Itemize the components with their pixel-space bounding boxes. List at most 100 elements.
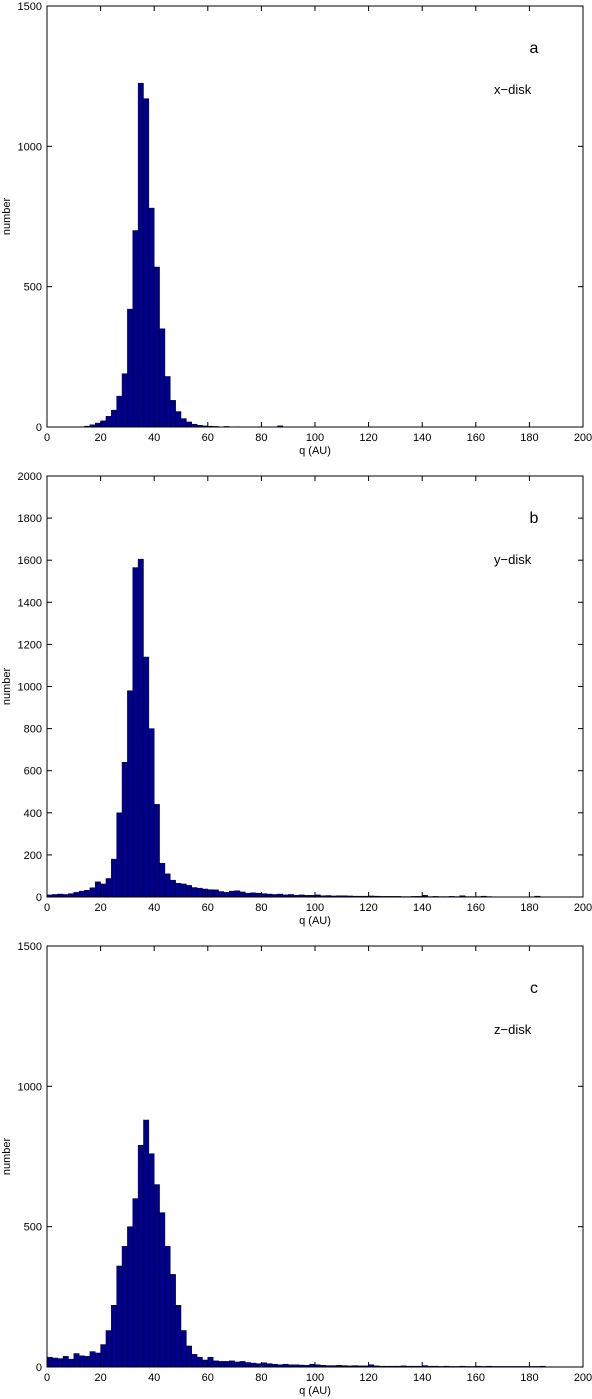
bar bbox=[68, 893, 75, 898]
bar bbox=[191, 887, 198, 898]
bar bbox=[153, 266, 160, 428]
bar bbox=[170, 1274, 176, 1368]
bar bbox=[223, 892, 230, 898]
panel-letter: a bbox=[530, 40, 539, 57]
bar bbox=[218, 891, 225, 898]
panel-annotation: y−disk bbox=[494, 552, 532, 567]
x-tick-label: 160 bbox=[467, 1372, 485, 1384]
bar bbox=[137, 1145, 144, 1368]
x-axis-title: q (AU) bbox=[299, 445, 331, 457]
bar bbox=[170, 400, 176, 428]
y-axis-title: number bbox=[1, 198, 13, 236]
bar bbox=[261, 893, 268, 898]
bar bbox=[105, 1330, 112, 1368]
bar bbox=[234, 1361, 241, 1368]
x-tick-label: 60 bbox=[202, 1372, 214, 1384]
bar bbox=[46, 1356, 53, 1368]
x-tick-label: 60 bbox=[202, 432, 214, 444]
bar bbox=[255, 892, 262, 898]
y-tick-label: 1200 bbox=[18, 639, 42, 651]
bar bbox=[132, 230, 139, 428]
bar bbox=[148, 728, 155, 898]
bar bbox=[245, 892, 251, 898]
bar bbox=[52, 1357, 58, 1368]
panel-b: 0 20 40 60 80 100 120 140 160 180 2000200400600800… bbox=[1, 471, 592, 927]
bar bbox=[223, 1361, 230, 1368]
bar bbox=[132, 567, 139, 898]
bar bbox=[153, 804, 160, 898]
y-tick-label: 800 bbox=[24, 724, 42, 736]
y-tick-label: 1500 bbox=[18, 941, 42, 953]
bar bbox=[180, 883, 187, 898]
bar bbox=[111, 1305, 117, 1368]
bar bbox=[228, 1360, 235, 1368]
panel-a: 0 20 40 60 80 100 120 140 160 180 200 0 500 1000 1500 q… bbox=[1, 1, 592, 457]
x-tick-label: 160 bbox=[467, 902, 485, 914]
bar bbox=[175, 883, 182, 898]
x-tick-label: 20 bbox=[94, 432, 106, 444]
bar bbox=[94, 881, 101, 898]
y-tick-label: 400 bbox=[24, 808, 42, 820]
bar bbox=[159, 863, 166, 898]
y-tick-label: 600 bbox=[24, 766, 42, 778]
bar bbox=[121, 373, 128, 428]
panel-letter: b bbox=[530, 510, 539, 527]
bar bbox=[164, 1246, 171, 1368]
bar bbox=[84, 890, 91, 898]
bar bbox=[94, 1352, 101, 1368]
x-tick-label: 20 bbox=[94, 1372, 106, 1384]
bar bbox=[186, 1345, 192, 1368]
x-tick-label: 80 bbox=[255, 902, 267, 914]
bar bbox=[218, 1361, 225, 1368]
x-tick-label: 180 bbox=[520, 432, 538, 444]
bar bbox=[234, 890, 241, 898]
bar bbox=[207, 889, 214, 898]
bar bbox=[89, 887, 96, 898]
panel-annotation: z−disk bbox=[494, 1022, 532, 1037]
bar bbox=[164, 873, 171, 898]
x-tick-label: 120 bbox=[359, 432, 377, 444]
y-tick-label: 1600 bbox=[18, 555, 42, 567]
y-tick-label: 1800 bbox=[18, 513, 42, 525]
bar bbox=[212, 889, 219, 898]
x-tick-label: 180 bbox=[520, 902, 538, 914]
bar bbox=[196, 887, 203, 898]
bar bbox=[100, 420, 107, 428]
bar bbox=[105, 878, 112, 898]
y-tick-label: 500 bbox=[24, 1222, 42, 1234]
panel-annotation: x−disk bbox=[494, 82, 532, 97]
bars bbox=[46, 558, 584, 898]
x-tick-label: 200 bbox=[574, 1372, 592, 1384]
bar bbox=[121, 1246, 128, 1368]
bar bbox=[250, 1362, 257, 1368]
y-tick-label: 2000 bbox=[18, 471, 42, 483]
bar bbox=[127, 1226, 134, 1368]
x-tick-label: 100 bbox=[306, 1372, 324, 1384]
bar bbox=[127, 308, 134, 428]
x-tick-label: 80 bbox=[255, 1372, 267, 1384]
bar bbox=[137, 82, 144, 428]
y-tick-label: 1400 bbox=[18, 597, 42, 609]
bar bbox=[202, 888, 209, 898]
bar bbox=[100, 1344, 107, 1368]
bar bbox=[245, 1362, 251, 1368]
bar bbox=[148, 1153, 155, 1368]
x-tick-label: 140 bbox=[413, 432, 431, 444]
y-axis-title: number bbox=[1, 1138, 13, 1176]
bar bbox=[250, 892, 257, 898]
bar bbox=[180, 418, 187, 428]
bar bbox=[111, 858, 117, 898]
bar bbox=[73, 1353, 80, 1368]
panel-c: 0 20 40 60 80 100 120 140 160 180 200 0 500 1000 1500 q… bbox=[1, 941, 592, 1397]
bar bbox=[105, 416, 112, 428]
bar bbox=[266, 1363, 273, 1368]
bar bbox=[261, 1362, 268, 1368]
bar bbox=[78, 890, 85, 898]
x-tick-label: 20 bbox=[94, 902, 106, 914]
bar bbox=[202, 1359, 209, 1368]
x-tick-label: 200 bbox=[574, 432, 592, 444]
bar bbox=[121, 762, 128, 898]
x-tick-label: 140 bbox=[413, 1372, 431, 1384]
y-axis-title: number bbox=[1, 668, 13, 706]
